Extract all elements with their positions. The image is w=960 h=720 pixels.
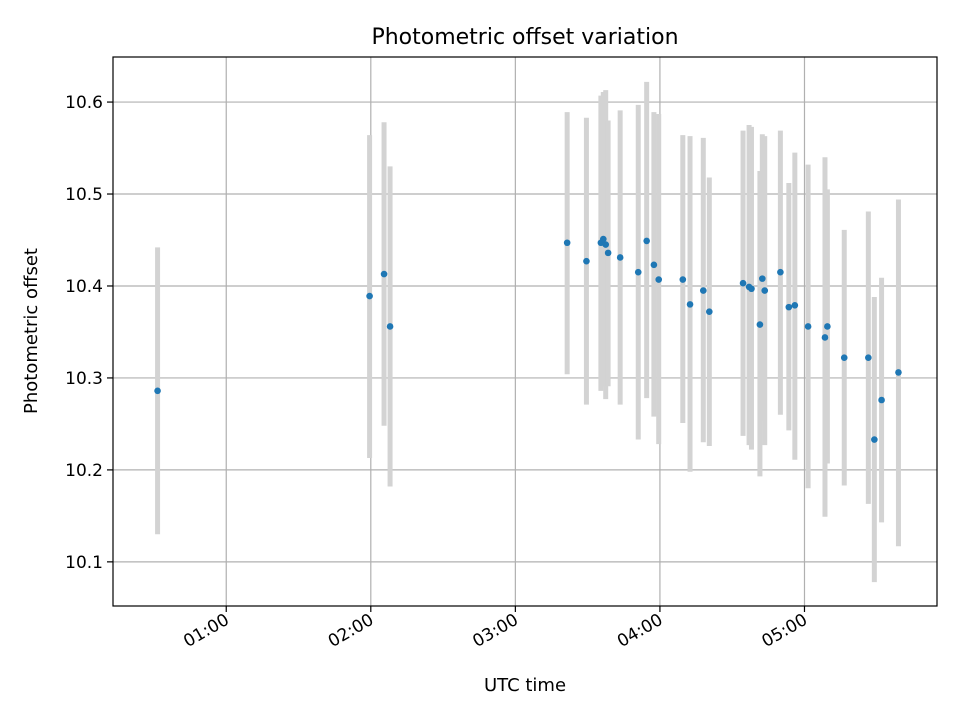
data-point <box>616 254 624 261</box>
data-point <box>761 287 769 294</box>
data-point <box>785 303 793 311</box>
data-point <box>600 235 607 243</box>
data-point <box>563 239 571 247</box>
data-point <box>706 308 713 316</box>
y-tick-label: 10.6 <box>65 93 103 113</box>
data-point <box>865 354 872 362</box>
data-point <box>739 279 747 287</box>
x-axis-label: UTC time <box>484 675 566 696</box>
data-point <box>804 323 812 330</box>
y-tick-label: 10.4 <box>65 277 103 297</box>
data-point <box>602 241 610 248</box>
data-point <box>791 301 799 309</box>
plot-area-frame <box>112 56 938 607</box>
data-point <box>748 285 755 293</box>
y-tick-label: 10.5 <box>65 185 103 205</box>
data-point <box>634 268 642 276</box>
data-point <box>756 321 764 328</box>
data-point <box>871 436 878 443</box>
data-point <box>643 237 650 245</box>
data-point <box>840 354 848 362</box>
y-tick-label: 10.2 <box>65 461 103 481</box>
data-point <box>655 276 663 283</box>
data-point <box>759 275 766 282</box>
data-point <box>699 287 707 294</box>
data-point <box>154 387 161 395</box>
y-axis-label: Photometric offset <box>21 248 42 414</box>
data-point <box>824 323 831 330</box>
data-point <box>366 292 373 300</box>
y-tick-label: 10.1 <box>65 553 103 573</box>
data-points <box>154 235 902 443</box>
y-axis-ticks: 10.1 10.2 10.3 10.4 10.5 10.6 <box>65 93 113 573</box>
data-point <box>604 249 612 257</box>
y-tick-label: 10.3 <box>65 369 103 389</box>
data-point <box>650 261 658 269</box>
data-point <box>895 369 902 376</box>
data-point <box>878 396 885 404</box>
data-point <box>686 301 694 308</box>
data-point <box>386 323 394 330</box>
data-point <box>777 268 784 276</box>
data-point <box>821 334 829 341</box>
chart-title: Photometric offset variation <box>371 25 678 50</box>
data-point <box>679 276 687 283</box>
data-point <box>583 257 590 265</box>
data-point <box>380 270 388 278</box>
